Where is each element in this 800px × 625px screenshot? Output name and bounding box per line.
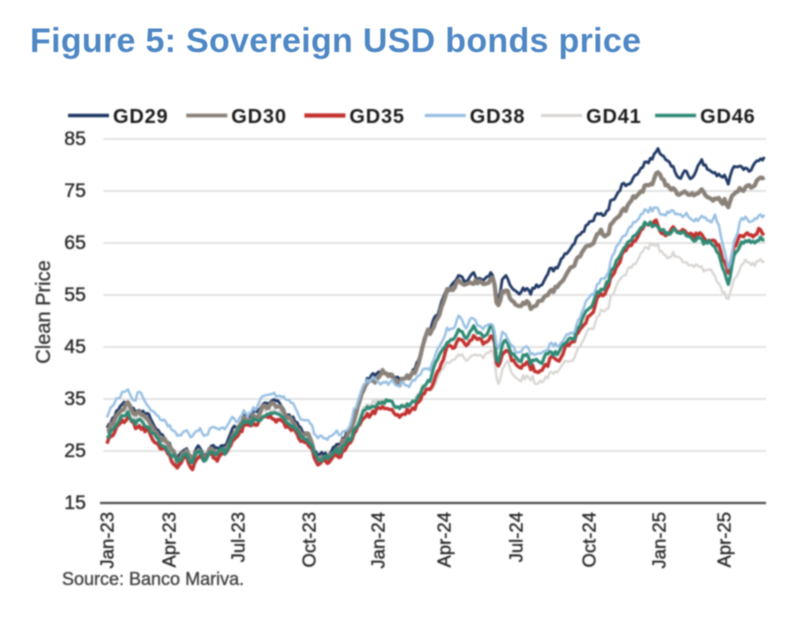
svg-text:Source: Banco Mariva.: Source: Banco Mariva.	[62, 569, 244, 589]
svg-text:Apr-24: Apr-24	[434, 512, 455, 568]
svg-text:Oct-24: Oct-24	[579, 512, 600, 568]
svg-text:65: 65	[64, 232, 86, 254]
svg-text:Clean Price: Clean Price	[33, 260, 55, 363]
svg-text:25: 25	[64, 440, 86, 462]
svg-text:Apr-25: Apr-25	[714, 512, 735, 568]
svg-text:Jan-24: Jan-24	[368, 512, 389, 569]
svg-text:Jan-25: Jan-25	[649, 512, 670, 569]
svg-text:GD35: GD35	[349, 106, 404, 128]
svg-text:GD38: GD38	[470, 106, 525, 128]
svg-text:15: 15	[64, 492, 86, 514]
svg-text:35: 35	[64, 388, 86, 410]
svg-text:55: 55	[64, 284, 86, 306]
svg-text:Jul-23: Jul-23	[228, 512, 249, 562]
svg-text:Oct-23: Oct-23	[299, 512, 320, 568]
svg-text:45: 45	[64, 336, 86, 358]
svg-text:GD46: GD46	[700, 106, 755, 128]
svg-text:85: 85	[64, 128, 86, 150]
svg-text:Jul-24: Jul-24	[506, 512, 527, 562]
svg-text:Apr-23: Apr-23	[159, 512, 180, 568]
svg-text:GD41: GD41	[586, 106, 641, 128]
svg-text:GD29: GD29	[113, 106, 168, 128]
svg-text:75: 75	[64, 180, 86, 202]
svg-text:Jan-23: Jan-23	[97, 512, 118, 569]
svg-text:GD30: GD30	[231, 106, 286, 128]
